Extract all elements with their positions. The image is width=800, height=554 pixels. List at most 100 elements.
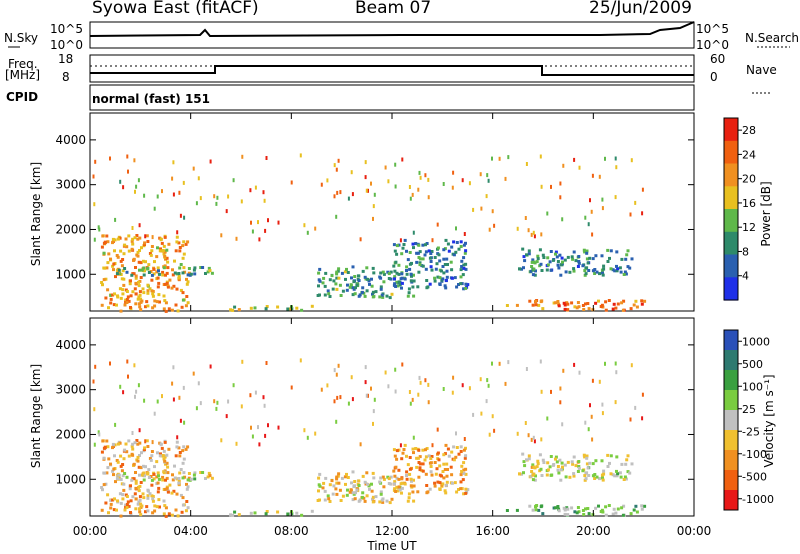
- data-cell: [611, 512, 615, 516]
- data-cell: [150, 483, 154, 487]
- data-cell: [209, 364, 212, 369]
- data-cell: [407, 287, 411, 291]
- data-cell: [399, 238, 402, 243]
- data-cell: [210, 271, 214, 275]
- data-cell: [515, 303, 519, 307]
- data-cell: [400, 457, 404, 461]
- data-cell: [507, 155, 510, 160]
- colorbar-tick-label: -500: [742, 470, 767, 483]
- colorbar-tick-label: 24: [742, 148, 756, 161]
- data-cell: [181, 244, 185, 248]
- colorbar-tick-label: 20: [742, 173, 756, 186]
- data-cell: [119, 384, 122, 389]
- data-cell: [127, 439, 131, 443]
- data-cell: [405, 474, 408, 477]
- data-cell: [107, 511, 110, 515]
- data-cell: [571, 257, 575, 261]
- data-cell: [498, 156, 501, 161]
- data-cell: [127, 454, 131, 458]
- data-cell: [144, 439, 147, 444]
- colorbar-tick-label: 28: [742, 124, 756, 137]
- data-cell: [415, 260, 419, 264]
- data-cell: [582, 453, 586, 457]
- data-cell: [554, 301, 558, 305]
- data-cell: [144, 260, 147, 264]
- data-cell: [131, 237, 135, 241]
- data-cell: [132, 477, 136, 481]
- data-cell: [109, 293, 113, 297]
- data-cell: [417, 448, 421, 452]
- data-cell: [601, 510, 605, 514]
- data-cell: [133, 158, 136, 163]
- data-cell: [436, 222, 439, 227]
- data-cell: [597, 504, 600, 508]
- data-cell: [408, 472, 412, 476]
- data-cell: [114, 422, 117, 427]
- data-cell: [139, 297, 143, 301]
- data-cell: [156, 266, 160, 270]
- data-cell: [155, 505, 159, 509]
- data-cell: [176, 309, 180, 313]
- data-cell: [339, 190, 342, 195]
- data-cell: [585, 257, 589, 261]
- data-cell: [151, 495, 155, 498]
- x-tick-label: 00:00: [73, 524, 108, 538]
- data-cell: [576, 506, 580, 509]
- data-cell: [165, 248, 169, 252]
- data-cell: [129, 511, 132, 514]
- data-cell: [149, 253, 153, 257]
- data-cell: [116, 237, 120, 241]
- data-cell: [105, 471, 109, 475]
- data-cell: [485, 194, 488, 199]
- data-cell: [450, 481, 454, 485]
- data-cell: [103, 240, 107, 244]
- data-cell: [142, 478, 146, 482]
- data-cell: [602, 264, 606, 268]
- data-cell: [138, 305, 142, 309]
- data-cell: [452, 458, 456, 462]
- data-cell: [491, 156, 493, 161]
- data-cell: [199, 471, 203, 474]
- data-cell: [179, 493, 183, 497]
- data-cell: [159, 247, 162, 251]
- data-cell: [442, 387, 445, 391]
- data-cell: [564, 270, 568, 274]
- data-cell: [536, 462, 540, 466]
- data-cell: [583, 478, 587, 482]
- data-cell: [153, 411, 156, 416]
- data-cell: [418, 455, 422, 459]
- data-cell: [345, 472, 348, 476]
- data-cell: [330, 274, 334, 278]
- data-cell: [118, 236, 122, 240]
- data-cell: [134, 507, 138, 511]
- data-cell: [460, 470, 464, 473]
- beam-label: Beam 07: [355, 0, 432, 18]
- data-cell: [123, 508, 127, 512]
- data-cell: [107, 252, 111, 256]
- data-cell: [173, 259, 176, 263]
- data-cell: [624, 257, 628, 261]
- data-cell: [390, 292, 394, 296]
- data-cell: [408, 390, 411, 394]
- data-cell: [615, 269, 619, 273]
- y-tick-label: 4000: [55, 133, 86, 147]
- data-cell: [620, 257, 624, 261]
- data-cell: [318, 267, 322, 271]
- data-cell: [566, 308, 570, 312]
- data-cell: [620, 301, 624, 305]
- data-cell: [546, 211, 549, 216]
- data-cell: [551, 258, 555, 262]
- data-cell: [155, 270, 159, 274]
- data-cell: [175, 477, 179, 481]
- data-cell: [209, 159, 212, 164]
- data-cell: [187, 472, 191, 475]
- data-cell: [441, 470, 445, 473]
- data-cell: [186, 273, 190, 277]
- data-cell: [447, 454, 451, 458]
- data-cell: [153, 299, 157, 303]
- data-cell: [566, 255, 570, 259]
- data-cell: [231, 308, 235, 312]
- data-cell: [584, 272, 588, 276]
- data-cell: [428, 461, 432, 465]
